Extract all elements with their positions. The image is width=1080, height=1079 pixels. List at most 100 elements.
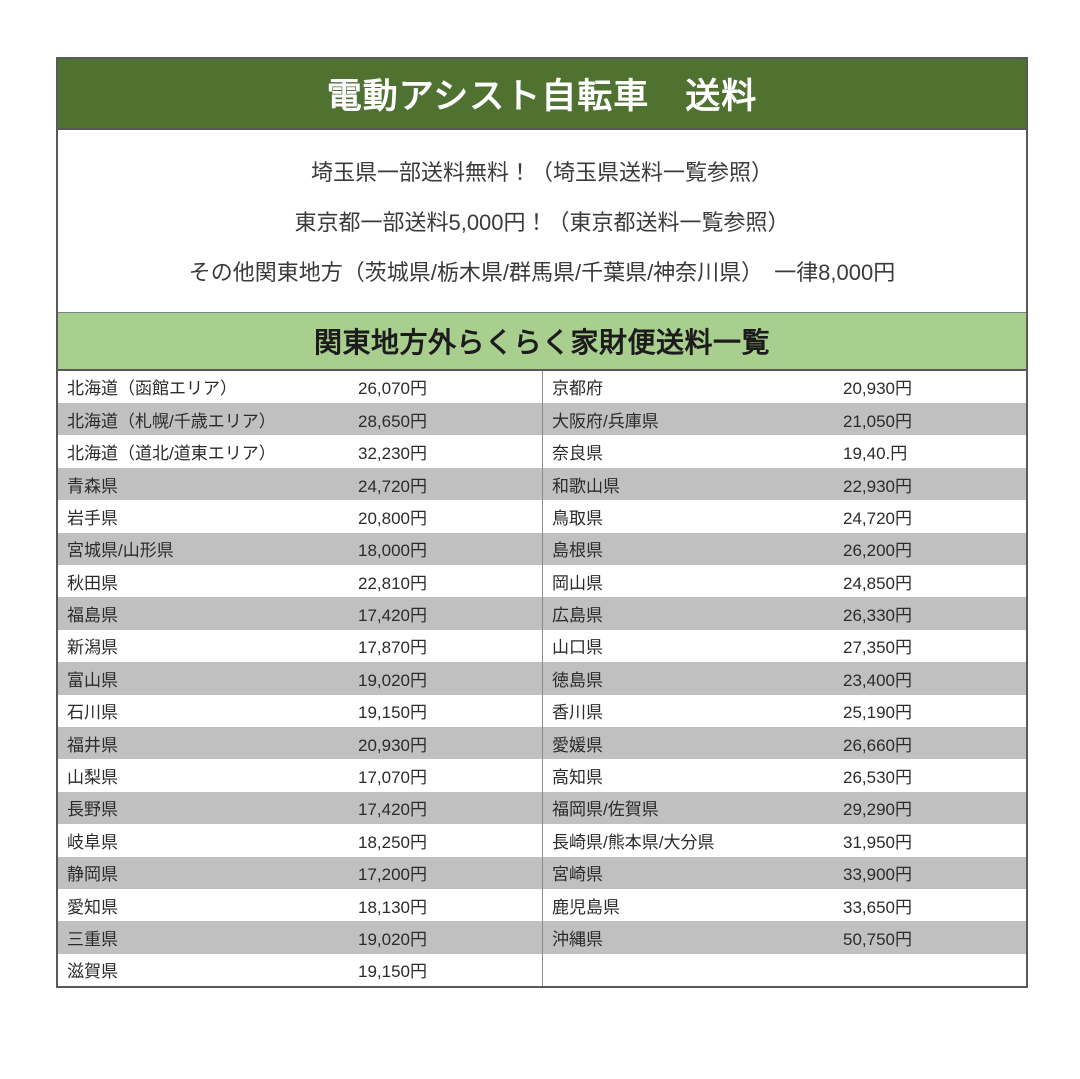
cell-area-name: 富山県 [67, 670, 118, 690]
table-row: 福岡県/佐賀県 29,290円 [543, 791, 1026, 825]
cell-area-name: 鳥取県 [552, 508, 603, 528]
table-row: 山口県 27,350円 [543, 629, 1026, 663]
cell-shipping-fee: 26,070円 [358, 379, 427, 399]
cell-shipping-fee: 19,40.円 [843, 444, 908, 464]
sub-header-title: 関東地方外らくらく家財便送料一覧 [313, 326, 770, 358]
cell-area-name: 山梨県 [67, 768, 118, 788]
table-row: 新潟県 17,870円 [58, 629, 542, 663]
cell-shipping-fee: 31,950円 [843, 832, 912, 852]
table-row: 鹿児島県 33,650円 [543, 888, 1026, 922]
fee-table: 北海道（函館エリア） 26,070円 北海道（札幌/千歳エリア） 28,650円 北海道… [58, 370, 1026, 987]
cell-shipping-fee: 17,420円 [358, 800, 427, 820]
cell-shipping-fee: 19,020円 [358, 930, 427, 949]
cell-shipping-fee: 32,230円 [358, 444, 427, 464]
table-row: 北海道（函館エリア） 26,070円 [58, 370, 542, 404]
table-row: 静岡県 17,200円 [58, 856, 542, 889]
cell-shipping-fee: 50,750円 [843, 930, 912, 949]
cell-area-name: 愛知県 [67, 897, 118, 917]
table-row: 高知県 26,530円 [543, 759, 1026, 792]
table-row: 北海道（道北/道東エリア） 32,230円 [58, 435, 542, 468]
table-row: 長野県 17,420円 [58, 791, 542, 825]
cell-area-name: 福井県 [67, 735, 118, 755]
cell-area-name: 岐阜県 [67, 832, 118, 852]
table-row: 愛知県 18,130円 [58, 888, 542, 922]
cell-area-name: 宮城県/山形県 [67, 541, 174, 561]
cell-shipping-fee: 24,720円 [358, 476, 427, 496]
table-row: 三重県 19,020円 [58, 921, 542, 954]
shipping-fee-sheet: 電動アシスト自転車 送料 埼玉県一部送料無料！（埼玉県送料一覧参照） 東京都一部… [56, 57, 1028, 989]
cell-area-name: 滋賀県 [67, 962, 118, 982]
cell-shipping-fee: 26,660円 [843, 735, 912, 755]
cell-area-name: 北海道（札幌/千歳エリア） [67, 411, 276, 431]
table-row: 秋田県 22,810円 [58, 565, 542, 598]
table-row: 滋賀県 19,150円 [58, 953, 542, 987]
cell-area-name: 愛媛県 [552, 735, 603, 755]
table-row: 青森県 24,720円 [58, 467, 542, 501]
cell-area-name: 奈良県 [552, 444, 603, 464]
table-row [543, 953, 1026, 987]
cell-area-name: 島根県 [552, 541, 603, 561]
table-row: 奈良県 19,40.円 [543, 435, 1026, 468]
table-row: 徳島県 23,400円 [543, 662, 1026, 695]
notice-line-tokyo: 東京都一部送料5,000円！（東京都送料一覧参照） [294, 209, 790, 235]
table-row: 福井県 20,930円 [58, 726, 542, 760]
cell-shipping-fee: 29,290円 [843, 800, 912, 820]
cell-shipping-fee: 18,250円 [358, 832, 427, 852]
cell-area-name: 北海道（函館エリア） [67, 379, 237, 399]
cell-area-name: 石川県 [67, 703, 118, 723]
cell-shipping-fee: 26,200円 [843, 541, 912, 561]
notice-block: 埼玉県一部送料無料！（埼玉県送料一覧参照） 東京都一部送料5,000円！（東京都… [58, 130, 1026, 313]
notice-line-kanto-other: その他関東地方（茨城県/栃木県/群馬県/千葉県/神奈川県） 一律8,000円 [188, 259, 896, 285]
cell-area-name: 岡山県 [552, 573, 603, 593]
cell-shipping-fee: 17,420円 [358, 606, 427, 626]
title-bar: 電動アシスト自転車 送料 [58, 59, 1026, 130]
table-row: 長崎県/熊本県/大分県 31,950円 [543, 824, 1026, 857]
cell-shipping-fee: 19,020円 [358, 670, 427, 690]
cell-shipping-fee: 17,870円 [358, 638, 427, 658]
cell-area-name: 三重県 [67, 930, 118, 949]
cell-shipping-fee: 23,400円 [843, 670, 912, 690]
cell-area-name: 京都府 [552, 379, 603, 399]
cell-shipping-fee: 20,930円 [843, 379, 912, 399]
table-row: 福島県 17,420円 [58, 597, 542, 630]
fee-table-left-column: 北海道（函館エリア） 26,070円 北海道（札幌/千歳エリア） 28,650円 北海道… [58, 370, 542, 987]
cell-shipping-fee: 20,800円 [358, 508, 427, 528]
cell-area-name: 宮崎県 [552, 865, 603, 885]
cell-area-name: 北海道（道北/道東エリア） [67, 444, 276, 464]
table-row: 広島県 26,330円 [543, 597, 1026, 630]
cell-shipping-fee: 19,150円 [358, 962, 427, 982]
cell-area-name: 香川県 [552, 703, 603, 723]
cell-shipping-fee: 20,930円 [358, 735, 427, 755]
table-row: 宮崎県 33,900円 [543, 856, 1026, 889]
cell-area-name: 鹿児島県 [552, 897, 620, 917]
table-row: 大阪府/兵庫県 21,050円 [543, 403, 1026, 436]
table-row: 島根県 26,200円 [543, 532, 1026, 566]
table-row: 鳥取県 24,720円 [543, 500, 1026, 533]
cell-area-name: 福島県 [67, 606, 118, 626]
table-row: 富山県 19,020円 [58, 662, 542, 695]
cell-area-name: 岩手県 [67, 508, 118, 528]
cell-shipping-fee: 21,050円 [843, 411, 912, 431]
cell-shipping-fee: 33,900円 [843, 865, 912, 885]
cell-shipping-fee: 18,000円 [358, 541, 427, 561]
table-row: 岩手県 20,800円 [58, 500, 542, 533]
cell-area-name: 沖縄県 [552, 930, 603, 949]
cell-shipping-fee: 22,930円 [843, 476, 912, 496]
cell-area-name: 広島県 [552, 606, 603, 626]
cell-shipping-fee: 24,720円 [843, 508, 912, 528]
cell-shipping-fee: 18,130円 [358, 897, 427, 917]
table-row: 宮城県/山形県 18,000円 [58, 532, 542, 566]
cell-shipping-fee: 26,530円 [843, 768, 912, 788]
cell-area-name: 新潟県 [67, 638, 118, 658]
table-row: 愛媛県 26,660円 [543, 726, 1026, 760]
fee-table-right-column: 京都府 20,930円 大阪府/兵庫県 21,050円 奈良県 19,40.円 和歌山県 22… [542, 370, 1026, 987]
table-row: 北海道（札幌/千歳エリア） 28,650円 [58, 403, 542, 436]
cell-shipping-fee: 33,650円 [843, 897, 912, 917]
table-row: 山梨県 17,070円 [58, 759, 542, 792]
table-row: 岐阜県 18,250円 [58, 824, 542, 857]
table-row: 岡山県 24,850円 [543, 565, 1026, 598]
table-row: 沖縄県 50,750円 [543, 921, 1026, 954]
cell-shipping-fee: 19,150円 [358, 703, 427, 723]
cell-area-name: 山口県 [552, 638, 603, 658]
cell-area-name: 大阪府/兵庫県 [552, 411, 659, 431]
